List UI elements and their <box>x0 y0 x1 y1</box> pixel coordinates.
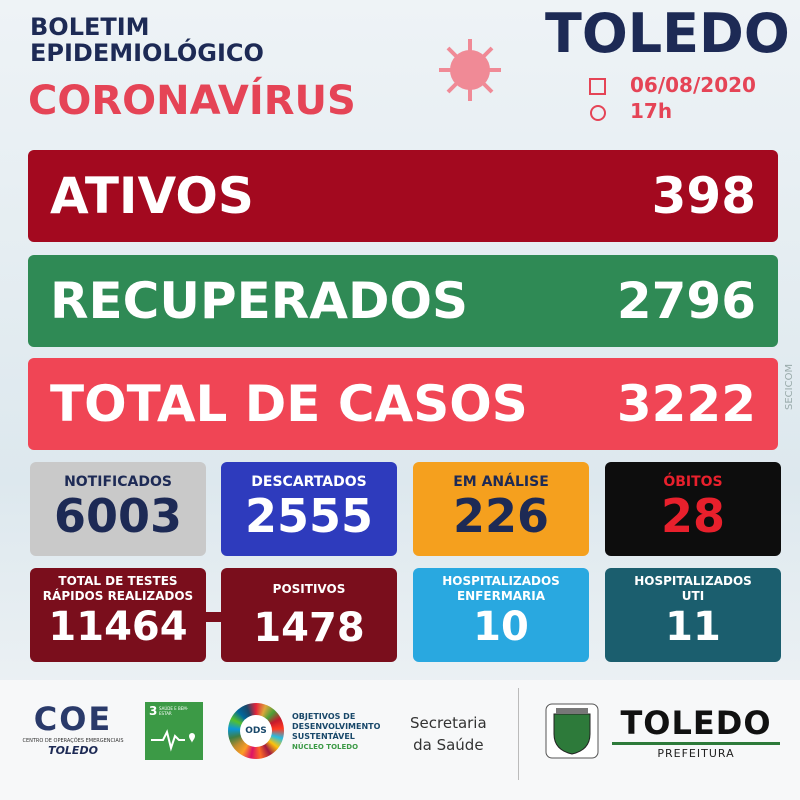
stat-label: HOSPITALIZADOS ENFERMARIA <box>413 574 589 604</box>
stat-value: 1478 <box>253 605 365 651</box>
stat-box: DESCARTADOS 2555 <box>221 462 397 556</box>
bar-label: RECUPERADOS <box>50 272 468 330</box>
stat-value: 10 <box>473 604 529 650</box>
time: 17h <box>630 99 673 123</box>
connector <box>200 612 226 622</box>
title-line: EPIDEMIOLÓGICO <box>30 39 264 67</box>
label-line: HOSPITALIZADOS <box>634 574 752 588</box>
label-line: UTI <box>681 589 705 603</box>
ods-mark: ODS <box>240 715 272 747</box>
bar-total: TOTAL DE CASOS 3222 <box>28 358 778 450</box>
stat-value: 11 <box>665 604 721 650</box>
bar-value: 3222 <box>616 375 756 433</box>
stat-box: HOSPITALIZADOS UTI 11 <box>605 568 781 662</box>
bar-label: ATIVOS <box>50 167 254 225</box>
stat-label: HOSPITALIZADOS UTI <box>605 574 781 604</box>
prefeitura-name: PREFEITURA <box>657 747 735 760</box>
stat-value: 11464 <box>48 604 188 650</box>
coe-name: CENTRO DE OPERAÇÕES EMERGENCIAIS <box>22 738 124 744</box>
subtitle: CORONAVÍRUS <box>28 78 356 124</box>
city: TOLEDO <box>545 2 790 65</box>
bar-value: 2796 <box>616 272 756 330</box>
coe-mark: COE <box>33 700 113 738</box>
stat-label: TOTAL DE TESTES RÁPIDOS REALIZADOS <box>30 574 206 604</box>
date: 06/08/2020 <box>630 73 756 97</box>
stat-box: NOTIFICADOS 6003 <box>30 462 206 556</box>
ods-line: DESENVOLVIMENTO <box>292 722 381 731</box>
secretaria: Secretaria da Saúde <box>410 712 487 756</box>
title-line: BOLETIM <box>30 13 150 41</box>
stat-value: 226 <box>452 489 550 543</box>
bar-value: 398 <box>651 167 756 225</box>
stat-box: TOTAL DE TESTES RÁPIDOS REALIZADOS 11464 <box>30 568 206 662</box>
side-text: SECICOM <box>784 363 795 410</box>
secretaria-line: Secretaria <box>410 714 487 732</box>
sdg-number: 3 <box>149 704 158 718</box>
virus-icon <box>439 39 501 101</box>
ods-line: OBJETIVOS DE <box>292 712 356 721</box>
title: BOLETIM EPIDEMIOLÓGICO <box>30 14 264 66</box>
label-line: RÁPIDOS REALIZADOS <box>42 589 194 603</box>
sdg-logo: 3 SAÚDE E BEM-ESTAR <box>145 702 203 760</box>
sdg-name: SAÚDE E BEM-ESTAR <box>159 706 189 716</box>
stat-box: POSITIVOS 1478 <box>221 568 397 662</box>
coe-city: TOLEDO <box>48 744 98 757</box>
date-icons <box>589 78 606 121</box>
secretaria-line: da Saúde <box>413 736 484 754</box>
stat-box: HOSPITALIZADOS ENFERMARIA 10 <box>413 568 589 662</box>
stat-value: 2555 <box>244 489 374 543</box>
prefeitura: TOLEDO PREFEITURA <box>612 704 780 760</box>
label-line: TOTAL DE TESTES <box>58 574 178 588</box>
stat-value: 6003 <box>53 489 183 543</box>
stat-label: NOTIFICADOS <box>64 474 172 490</box>
stat-value: 28 <box>660 489 725 543</box>
ods-ring: ODS <box>228 703 284 759</box>
coat-of-arms <box>545 703 599 759</box>
stat-label: POSITIVOS <box>272 582 346 596</box>
label-line: ENFERMARIA <box>456 589 546 603</box>
divider <box>518 688 519 780</box>
footer <box>0 680 800 800</box>
stat-label: ÓBITOS <box>663 474 723 490</box>
stat-label: EM ANÁLISE <box>453 474 549 490</box>
stat-label: DESCARTADOS <box>251 474 367 490</box>
bar-active: ATIVOS 398 <box>28 150 778 242</box>
ods-unit: NÚCLEO TOLEDO <box>292 743 359 751</box>
ods-text: OBJETIVOS DE DESENVOLVIMENTO SUSTENTÁVEL… <box>292 712 380 752</box>
bar-recovered: RECUPERADOS 2796 <box>28 255 778 347</box>
ods-line: SUSTENTÁVEL <box>292 732 355 741</box>
date-block: 06/08/2020 17h <box>630 72 756 124</box>
bar-label: TOTAL DE CASOS <box>50 375 528 433</box>
coe-logo: COE CENTRO DE OPERAÇÕES EMERGENCIAIS TOL… <box>18 700 128 757</box>
stat-box: EM ANÁLISE 226 <box>413 462 589 556</box>
label-line: HOSPITALIZADOS <box>442 574 560 588</box>
stat-box: ÓBITOS 28 <box>605 462 781 556</box>
prefeitura-city: TOLEDO <box>612 704 780 745</box>
